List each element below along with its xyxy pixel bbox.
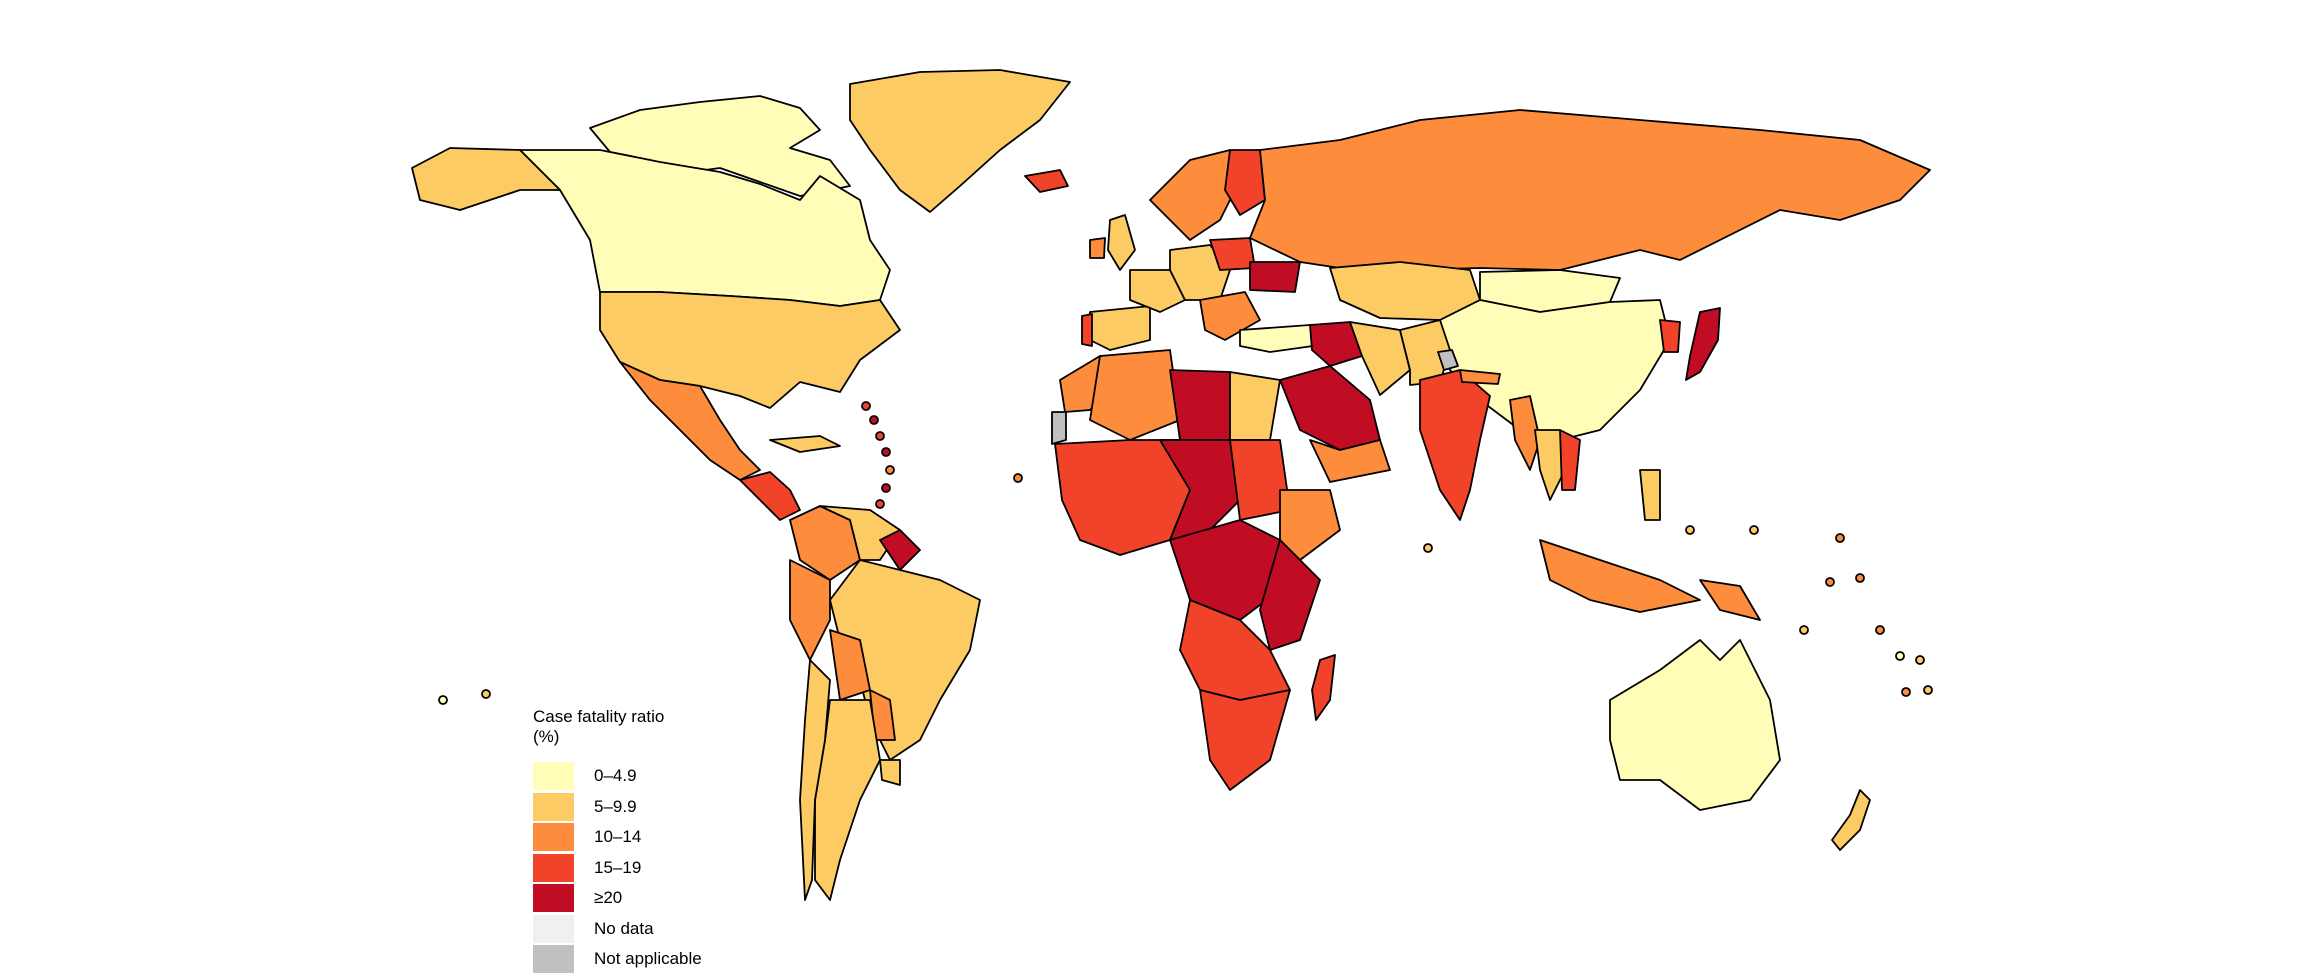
island-marker <box>438 695 448 705</box>
island-marker <box>1013 473 1023 483</box>
legend-label: ≥20 <box>594 888 623 907</box>
region-nepal <box>1459 369 1501 385</box>
island-marker <box>1835 533 1845 543</box>
island-marker <box>861 401 871 411</box>
region-australia <box>1609 639 1781 811</box>
region-western-sahara <box>1051 411 1067 445</box>
region-ireland <box>1089 237 1106 259</box>
legend-label: No data <box>594 918 654 938</box>
island-marker <box>1685 525 1695 535</box>
region-japan <box>1685 307 1721 381</box>
island-marker <box>1895 651 1905 661</box>
island-marker <box>1799 625 1809 635</box>
island-marker <box>885 465 895 475</box>
island-marker <box>1901 687 1911 697</box>
region-iberia <box>1089 305 1151 351</box>
region-guyana <box>879 529 921 571</box>
region-finland <box>1224 149 1266 216</box>
legend-swatch <box>533 914 574 943</box>
island-marker <box>869 415 879 425</box>
region-ukraine <box>1249 261 1301 293</box>
region-uruguay <box>879 759 901 786</box>
region-madagascar <box>1311 654 1336 721</box>
island-marker <box>881 483 891 493</box>
region-saudi-arabia <box>1279 365 1381 451</box>
legend-label: Not applicable <box>594 949 702 968</box>
island-marker <box>1923 685 1933 695</box>
region-iceland <box>1024 169 1069 193</box>
legend-item: 0–4.9 <box>533 762 637 790</box>
region-iraq-syria <box>1309 321 1363 367</box>
island-marker <box>1825 577 1835 587</box>
legend-swatch <box>533 823 574 851</box>
legend-label: 0–4.9 <box>594 766 637 785</box>
region-korea <box>1659 319 1681 353</box>
region-scandinavia <box>1149 149 1241 241</box>
region-east-africa <box>1259 539 1321 651</box>
region-egypt <box>1229 371 1281 441</box>
region-indonesia <box>1539 539 1701 613</box>
legend-swatch <box>533 792 574 821</box>
region-algeria <box>1089 349 1181 441</box>
region-india <box>1419 369 1491 521</box>
island-marker <box>1855 573 1865 583</box>
region-papua-new-guinea <box>1699 579 1761 621</box>
region-kashmir <box>1437 349 1459 371</box>
legend-label: 15–19 <box>594 857 642 877</box>
region-france <box>1129 269 1186 313</box>
island-marker <box>875 431 885 441</box>
legend-swatch <box>533 762 574 790</box>
island-marker <box>481 689 491 699</box>
legend-label: 10–14 <box>594 827 642 846</box>
legend-label: 5–9.9 <box>594 796 637 816</box>
region-yemen-oman <box>1309 439 1391 483</box>
region-philippines <box>1639 469 1661 521</box>
region-ethiopia <box>1279 489 1341 561</box>
legend-title-unit: (%) <box>533 727 560 746</box>
island-marker <box>875 499 885 509</box>
region-venezuela <box>819 505 901 561</box>
region-thailand <box>1534 429 1566 501</box>
island-marker <box>1875 625 1885 635</box>
legend-item: 15–19 <box>533 853 642 882</box>
region-alaska <box>411 147 561 211</box>
region-mexico <box>619 361 761 481</box>
region-myanmar <box>1509 395 1541 471</box>
legend-item: Not applicable <box>533 945 702 973</box>
region-cuba <box>769 435 841 453</box>
region-united-kingdom <box>1107 214 1136 271</box>
legend-swatch <box>533 884 574 912</box>
legend-item: ≥20 <box>533 884 622 912</box>
legend-swatch <box>533 853 574 882</box>
legend-item: No data <box>533 914 654 943</box>
legend-swatch <box>533 945 574 973</box>
legend-item: 10–14 <box>533 823 641 851</box>
legend-item: 5–9.9 <box>533 792 637 821</box>
region-central-america <box>739 471 801 521</box>
region-new-zealand <box>1831 789 1871 851</box>
region-portugal <box>1081 313 1093 347</box>
region-russia <box>1249 109 1931 271</box>
region-libya <box>1169 369 1231 441</box>
island-marker <box>1915 655 1925 665</box>
legend-title: Case fatality ratio <box>533 707 665 726</box>
region-turkey <box>1239 324 1321 353</box>
region-greenland <box>849 69 1071 213</box>
region-iran <box>1349 321 1411 396</box>
region-peru <box>789 559 831 661</box>
island-marker <box>881 447 891 457</box>
island-marker <box>1423 543 1433 553</box>
map-legend: Case fatality ratio (%) 0–4.9 5–9.9 10–14 1… <box>533 707 833 973</box>
region-chile <box>799 659 831 901</box>
region-south-africa <box>1199 689 1291 791</box>
island-marker <box>1749 525 1759 535</box>
region-vietnam-laos <box>1559 429 1581 491</box>
